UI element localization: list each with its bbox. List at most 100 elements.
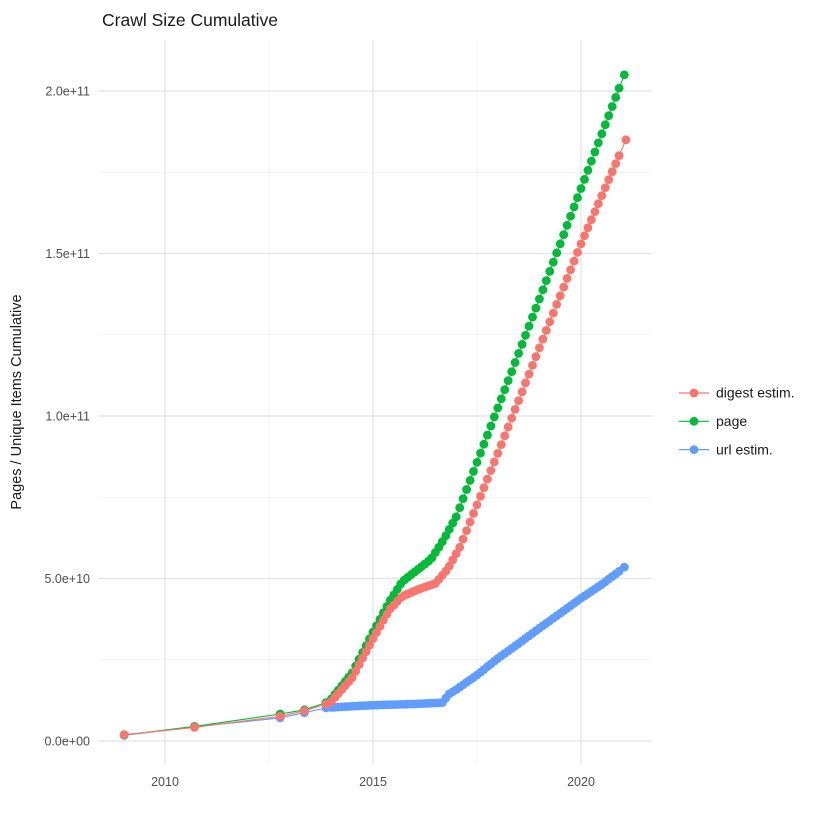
data-point-page bbox=[576, 184, 586, 193]
y-axis-tick-labels: 0.0e+00 5.0e+10 1.0e+11 1.5e+11 2.0e+11 bbox=[44, 85, 90, 749]
data-point-page bbox=[569, 202, 579, 212]
data-point-digest bbox=[531, 352, 541, 361]
data-point-digest bbox=[465, 517, 475, 527]
legend-item-page: page bbox=[679, 413, 747, 429]
data-point-page bbox=[541, 276, 551, 285]
legend-label-digest: digest estim. bbox=[716, 385, 795, 401]
data-point-digest bbox=[576, 239, 586, 249]
data-point-digest bbox=[587, 215, 596, 225]
data-point-digest bbox=[524, 369, 534, 379]
data-point-page bbox=[465, 476, 475, 485]
data-point-page bbox=[479, 439, 489, 449]
data-point-page bbox=[500, 385, 510, 395]
legend-key-point-page bbox=[689, 416, 699, 426]
data-point-digest bbox=[545, 317, 555, 327]
data-point-digest bbox=[510, 405, 520, 414]
data-point-digest bbox=[600, 183, 610, 193]
data-point-digest bbox=[351, 666, 361, 676]
data-point-page bbox=[493, 403, 503, 413]
data-point-page bbox=[483, 430, 492, 440]
data-point-digest bbox=[361, 647, 371, 656]
data-point-page bbox=[517, 340, 527, 349]
y-tick-label: 1.5e+11 bbox=[45, 247, 90, 261]
data-point-page bbox=[614, 83, 624, 93]
data-point-page bbox=[507, 367, 517, 376]
data-point-digest bbox=[190, 723, 199, 732]
data-point-page bbox=[531, 303, 541, 313]
data-point-page bbox=[590, 147, 600, 157]
series-digest bbox=[119, 135, 631, 740]
data-point-digest bbox=[496, 440, 506, 449]
y-tick-label: 1.0e+11 bbox=[45, 410, 90, 424]
data-point-page bbox=[451, 512, 461, 522]
x-tick-label: 2020 bbox=[567, 775, 595, 789]
data-point-digest bbox=[535, 343, 544, 353]
data-point-digest bbox=[566, 265, 575, 275]
data-point-digest bbox=[486, 466, 496, 475]
data-point-digest bbox=[514, 396, 523, 405]
legend-key-point-url bbox=[689, 445, 699, 454]
data-point-page bbox=[472, 457, 482, 467]
data-point-digest bbox=[358, 653, 367, 663]
data-point-digest bbox=[580, 231, 589, 241]
data-point-page bbox=[600, 120, 610, 130]
data-point-digest bbox=[607, 167, 617, 177]
y-tick-label: 5.0e+10 bbox=[44, 572, 90, 586]
data-point-page bbox=[573, 193, 582, 203]
legend-label-url: url estim. bbox=[716, 441, 773, 457]
data-point-digest bbox=[559, 282, 569, 292]
data-point-digest bbox=[548, 308, 558, 318]
legend-item-url: url estim. bbox=[679, 441, 773, 457]
data-point-page bbox=[538, 285, 548, 295]
data-point-page bbox=[559, 230, 569, 240]
data-series bbox=[119, 70, 631, 740]
data-point-page bbox=[548, 257, 558, 267]
data-point-digest bbox=[604, 175, 614, 185]
legend-item-digest: digest estim. bbox=[679, 385, 795, 401]
data-point-page bbox=[462, 485, 471, 494]
data-point-digest bbox=[611, 159, 621, 169]
data-point-page bbox=[455, 503, 465, 513]
data-point-page bbox=[597, 129, 607, 139]
data-point-digest bbox=[365, 640, 374, 650]
data-point-page bbox=[566, 211, 575, 221]
data-point-page bbox=[607, 102, 617, 111]
data-point-digest bbox=[347, 673, 357, 682]
data-point-page bbox=[583, 165, 593, 175]
data-point-digest bbox=[593, 199, 603, 209]
data-point-digest bbox=[528, 361, 537, 370]
data-point-digest bbox=[493, 449, 503, 458]
data-point-digest bbox=[597, 191, 607, 201]
data-point-page bbox=[476, 448, 485, 458]
data-point-page bbox=[619, 70, 629, 80]
data-point-page bbox=[458, 494, 468, 503]
data-point-digest bbox=[462, 526, 471, 535]
legend-key-point-digest bbox=[689, 388, 699, 398]
legend: digest estim. page url estim. bbox=[679, 385, 795, 457]
data-point-digest bbox=[552, 300, 562, 309]
data-point-digest bbox=[458, 534, 468, 544]
data-point-digest bbox=[614, 151, 624, 161]
data-point-digest bbox=[562, 274, 572, 283]
data-point-page bbox=[521, 330, 530, 340]
data-point-digest bbox=[275, 711, 285, 721]
data-point-page bbox=[587, 156, 596, 166]
chart-title: Crawl Size Cumulative bbox=[102, 10, 278, 30]
data-point-digest bbox=[469, 509, 478, 518]
data-point-page bbox=[469, 467, 478, 476]
data-point-digest bbox=[483, 474, 492, 484]
data-point-page bbox=[535, 294, 544, 304]
data-point-digest bbox=[472, 500, 482, 510]
data-point-digest bbox=[583, 223, 593, 233]
data-point-page bbox=[580, 175, 589, 184]
data-point-digest bbox=[503, 422, 513, 432]
data-point-digest bbox=[569, 256, 579, 266]
data-point-page bbox=[486, 421, 496, 431]
data-point-page bbox=[514, 349, 523, 358]
data-point-digest bbox=[590, 207, 600, 217]
data-point-digest bbox=[354, 660, 364, 669]
data-point-digest bbox=[455, 542, 465, 552]
